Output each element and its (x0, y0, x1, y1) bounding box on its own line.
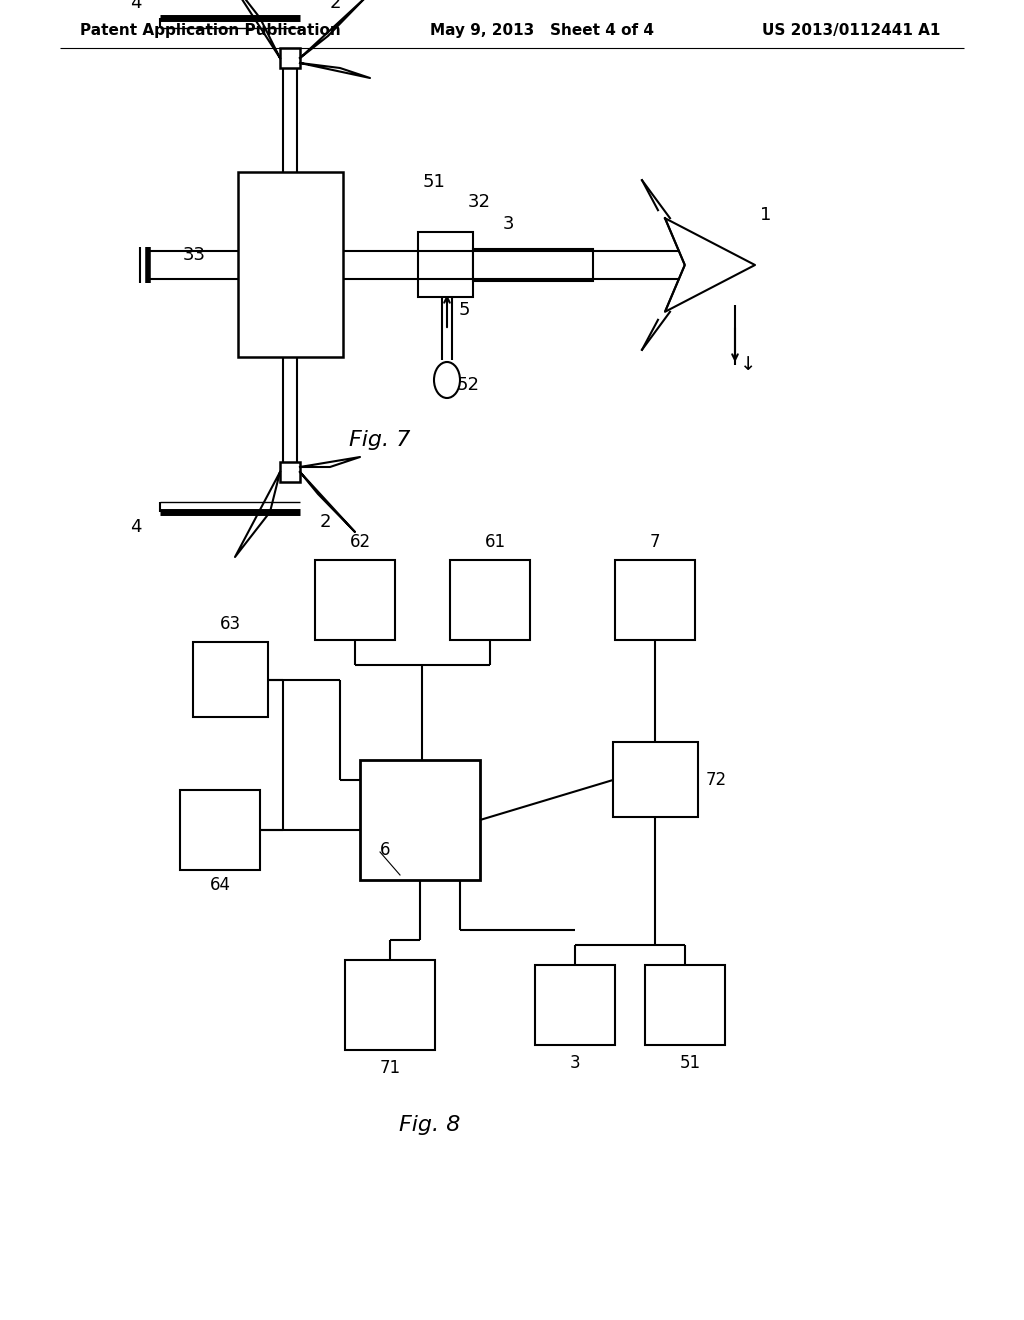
Text: 4: 4 (130, 0, 141, 12)
Bar (450, 560, 530, 640)
Bar (238, 172, 343, 356)
Text: Fig. 7: Fig. 7 (349, 430, 411, 450)
Bar (280, 48, 300, 69)
Text: 61: 61 (485, 533, 506, 550)
Text: 3: 3 (570, 1053, 581, 1072)
Text: 1: 1 (760, 206, 771, 224)
Bar (180, 789, 260, 870)
Bar (360, 760, 480, 880)
Text: Patent Application Publication: Patent Application Publication (80, 22, 341, 37)
Text: 7: 7 (650, 533, 660, 550)
Text: May 9, 2013   Sheet 4 of 4: May 9, 2013 Sheet 4 of 4 (430, 22, 654, 37)
Bar (280, 462, 300, 482)
Bar (613, 742, 698, 817)
Text: 71: 71 (380, 1059, 401, 1077)
Text: 3: 3 (503, 215, 514, 234)
Text: 33: 33 (183, 246, 206, 264)
Text: 51: 51 (423, 173, 445, 191)
Text: 6: 6 (380, 841, 390, 859)
Text: 4: 4 (130, 517, 141, 536)
Ellipse shape (434, 362, 460, 399)
Bar (473, 249, 593, 281)
Bar (345, 960, 435, 1049)
Text: 51: 51 (680, 1053, 701, 1072)
Bar (645, 965, 725, 1045)
Text: 5: 5 (459, 301, 470, 319)
Text: 64: 64 (210, 876, 231, 894)
Bar (315, 560, 395, 640)
Text: 63: 63 (220, 615, 241, 634)
Text: 62: 62 (350, 533, 371, 550)
Text: 2: 2 (319, 513, 332, 531)
Text: 72: 72 (706, 771, 727, 789)
Text: ↓: ↓ (740, 355, 757, 375)
Text: 52: 52 (457, 376, 480, 393)
Bar (615, 560, 695, 640)
Text: 32: 32 (468, 193, 490, 211)
Bar (535, 965, 615, 1045)
Bar (193, 642, 268, 717)
Text: Fig. 8: Fig. 8 (399, 1115, 461, 1135)
Bar (418, 232, 473, 297)
Text: US 2013/0112441 A1: US 2013/0112441 A1 (762, 22, 940, 37)
Text: 2: 2 (330, 0, 341, 12)
